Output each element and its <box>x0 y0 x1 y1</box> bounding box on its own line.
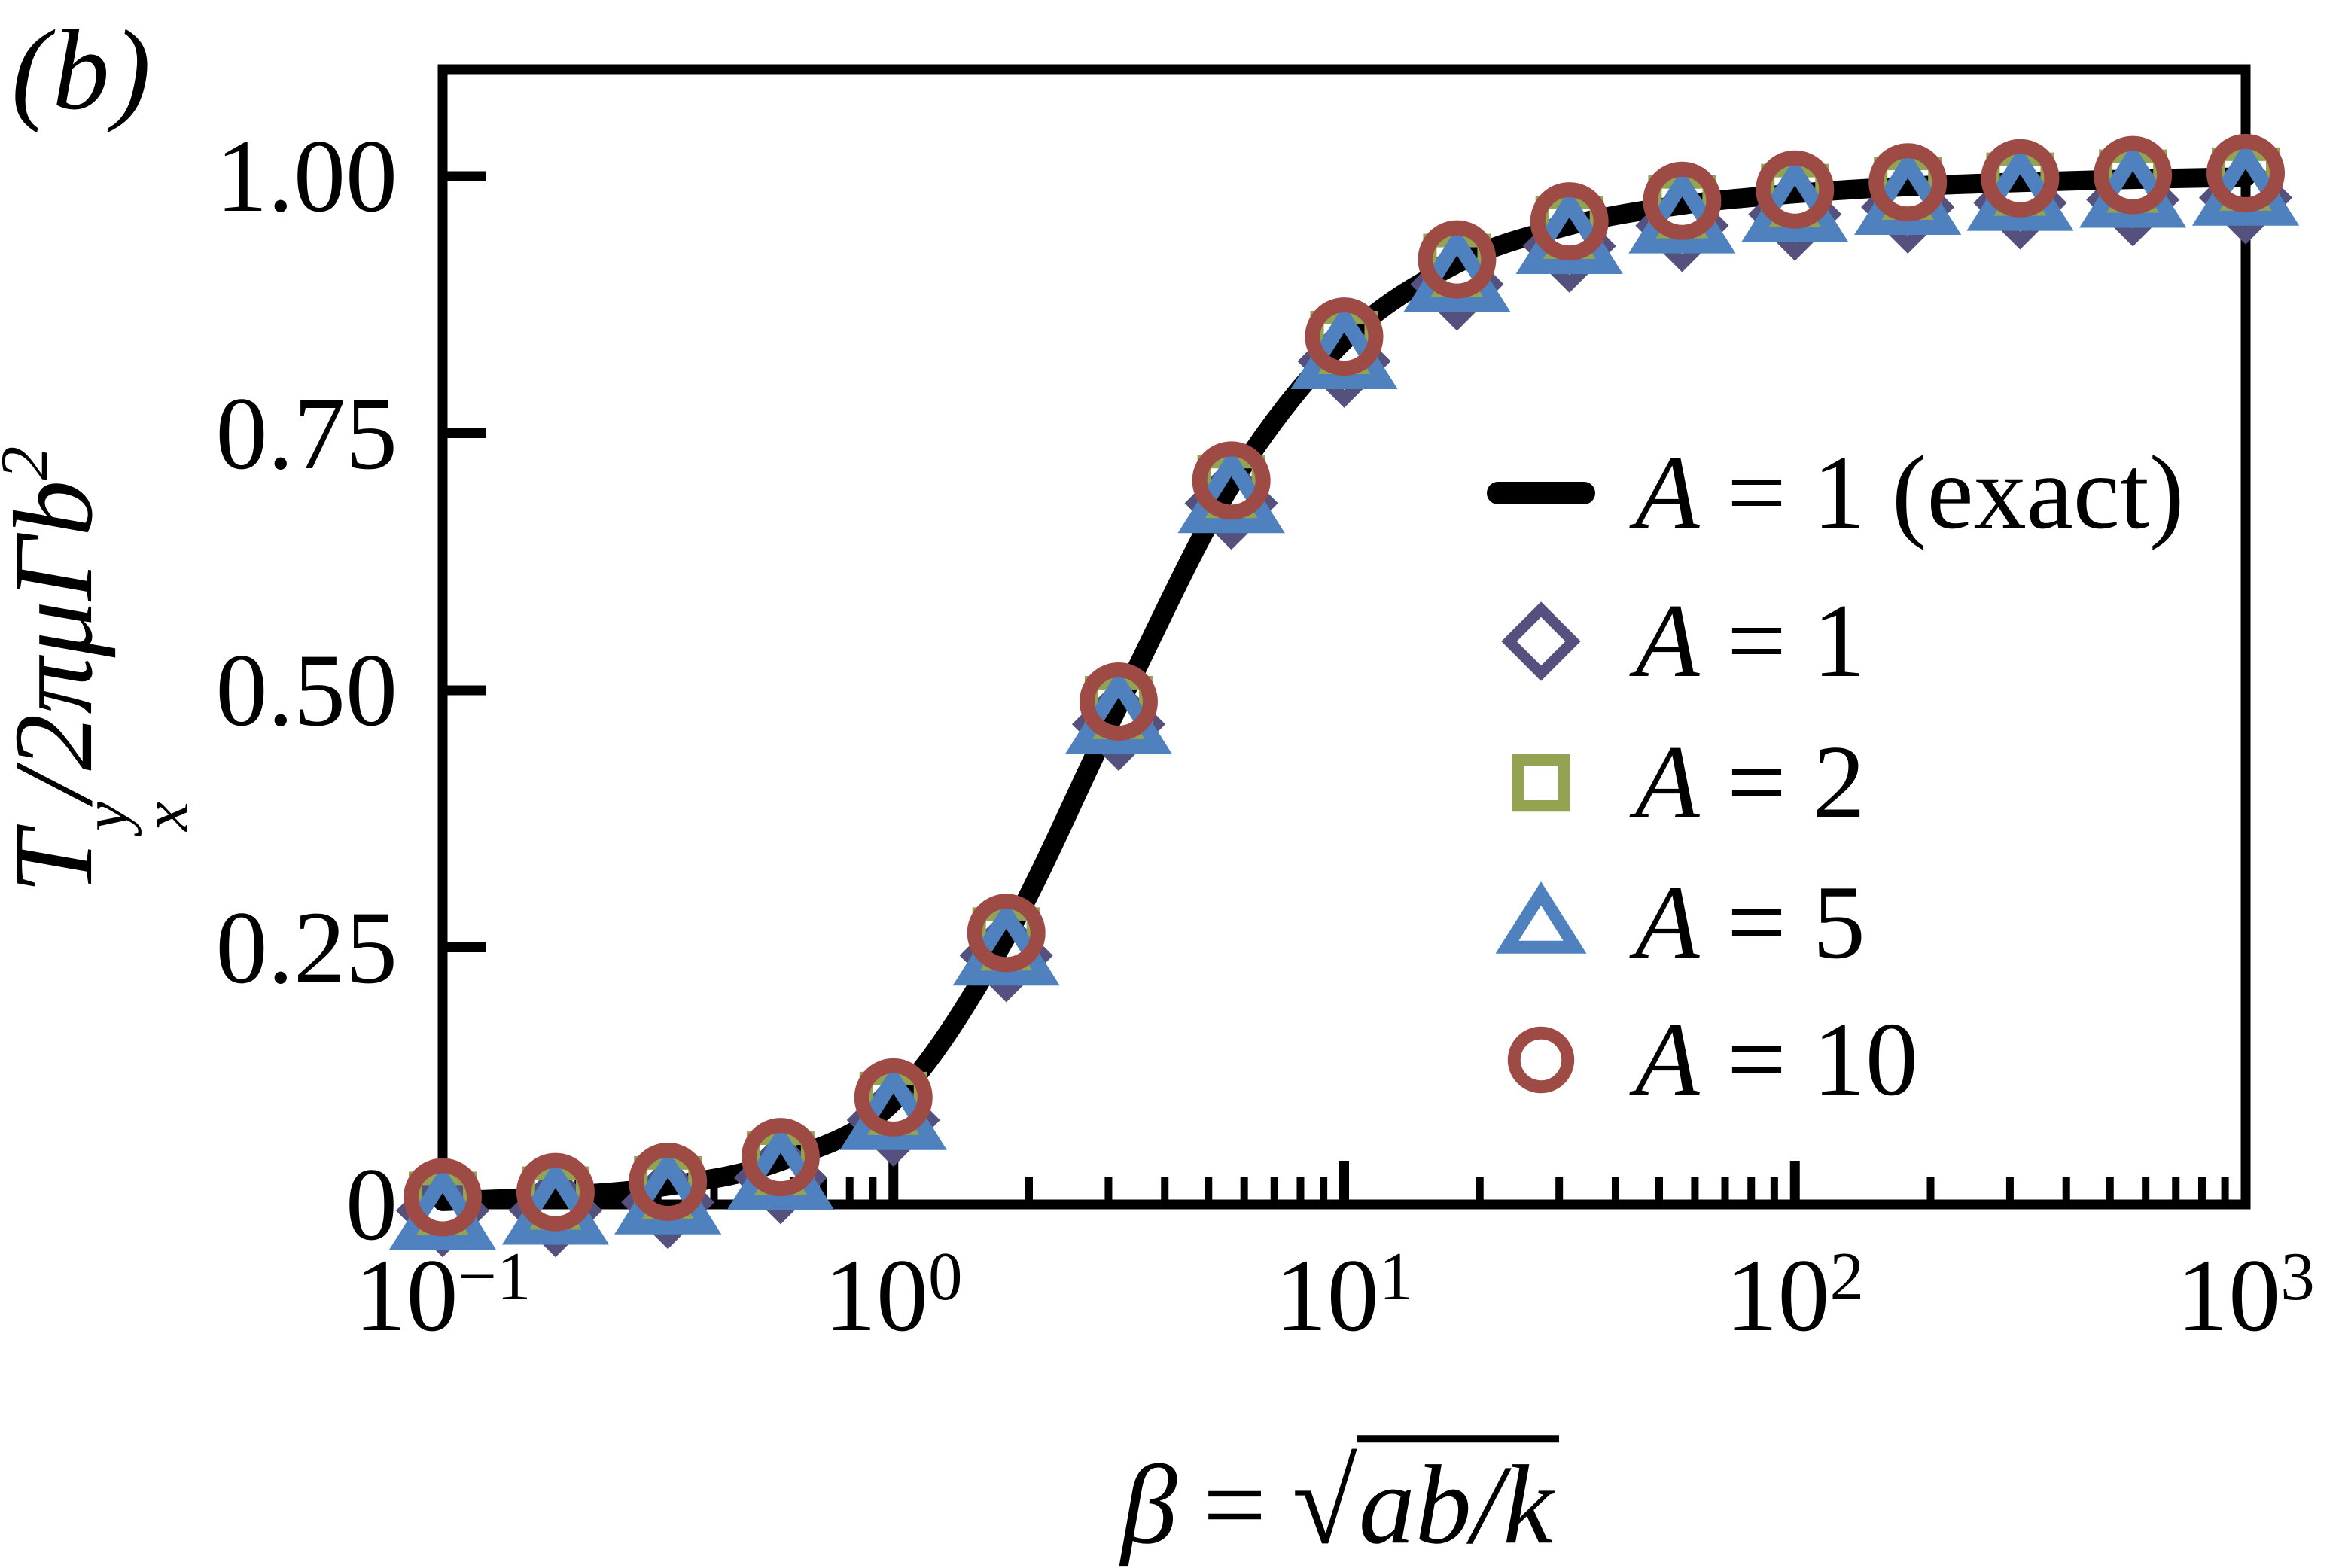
triangle-marker <box>2079 142 2187 228</box>
triangle-marker <box>614 1149 722 1235</box>
legend-var: A <box>1635 583 1700 699</box>
legend-value: = 2 <box>1726 724 1865 841</box>
beta-symbol: β <box>1120 1442 1177 1568</box>
triangle-marker <box>839 1065 947 1150</box>
x-tick-label: 102 <box>1725 1242 1864 1347</box>
triangle-marker <box>1403 227 1511 312</box>
triangle-marker <box>1628 168 1736 254</box>
circle-marker <box>2094 135 2173 215</box>
circle-marker <box>1643 161 1722 240</box>
triangle-marker <box>1495 881 1587 954</box>
circle-marker <box>629 1142 708 1221</box>
circle-marker <box>1079 662 1158 741</box>
legend-value: = 1 (exact) <box>1726 434 2185 551</box>
x-tick-exponent: 2 <box>1829 1238 1865 1315</box>
radicand: ab/k <box>1357 1435 1560 1568</box>
triangle-marker <box>1177 448 1285 534</box>
circle-marker <box>1868 143 1948 222</box>
triangle-marker <box>1854 150 1962 236</box>
y-tick-label: 1.00 <box>215 118 398 233</box>
exact-curve <box>433 167 2255 1211</box>
y-tick-label: 0.75 <box>215 375 398 491</box>
legend-label: A = 2 <box>1635 730 1865 836</box>
circle-marker <box>1418 220 1497 299</box>
circle-marker <box>1192 441 1271 520</box>
x-tick-base: 10 <box>1725 1238 1830 1353</box>
radical-sign: √ <box>1292 1438 1357 1568</box>
circle-marker <box>967 894 1046 973</box>
triangle-marker <box>1741 157 1849 242</box>
circle-marker <box>741 1118 820 1197</box>
circle-marker <box>516 1152 595 1232</box>
legend-var: A <box>1635 1001 1700 1118</box>
circle-marker <box>1305 297 1384 376</box>
triangle-marker <box>726 1125 835 1210</box>
triangle-marker <box>1966 145 2074 231</box>
plot-frame <box>437 64 2251 1210</box>
y-title-exponent: 2 <box>0 446 62 480</box>
triangle-marker <box>1515 189 1623 274</box>
circle-marker <box>1530 182 1609 261</box>
x-tick-base: 10 <box>824 1238 928 1353</box>
legend-value: = 10 <box>1726 1001 1918 1118</box>
y-title-symbol: T <box>0 830 117 894</box>
triangle-marker <box>501 1159 610 1245</box>
x-tick-label: 100 <box>824 1242 963 1347</box>
triangle-marker <box>952 900 1060 986</box>
legend-var: A <box>1635 864 1700 981</box>
x-tick-base: 10 <box>2176 1238 2281 1353</box>
legend-var: A <box>1635 434 1700 551</box>
x-tick-base: 10 <box>354 1238 458 1353</box>
circle-marker <box>1507 1026 1575 1094</box>
y-tick-label: 0 <box>346 1146 397 1262</box>
legend-label: A = 10 <box>1635 1007 1918 1113</box>
x-tick-exponent: 3 <box>2280 1238 2315 1315</box>
triangle-marker <box>388 1165 497 1250</box>
circle-marker <box>404 1158 482 1237</box>
circle-marker <box>1756 150 1835 229</box>
triangle-marker <box>1290 304 1398 389</box>
panel-label: (b) <box>11 7 154 133</box>
legend-label: A = 1 <box>1635 589 1865 694</box>
x-tick-label: 101 <box>1275 1242 1414 1347</box>
legend-value: = 1 <box>1726 583 1865 699</box>
circle-marker <box>1981 139 2060 218</box>
legend-label: A = 5 <box>1635 870 1865 976</box>
y-tick-label: 0.25 <box>215 889 398 1005</box>
square-marker <box>1512 754 1570 812</box>
y-tick-label: 0.50 <box>215 632 398 747</box>
equals-sign: = <box>1202 1442 1267 1568</box>
legend-value: = 5 <box>1726 864 1865 981</box>
legend-var: A <box>1635 724 1700 841</box>
x-tick-label: 103 <box>2176 1242 2315 1347</box>
legend-label: A = 1 (exact) <box>1635 440 2184 546</box>
diamond-marker <box>1501 601 1581 681</box>
circle-marker <box>2206 133 2285 212</box>
x-tick-exponent: 0 <box>927 1238 963 1315</box>
x-tick-base: 10 <box>1275 1238 1379 1353</box>
triangle-marker <box>1064 669 1173 754</box>
x-axis-title: β = √ab/k <box>1121 1435 1560 1568</box>
x-tick-exponent: −1 <box>458 1238 531 1315</box>
x-tick-exponent: 1 <box>1378 1238 1414 1315</box>
legend-line-swatch <box>1487 482 1595 504</box>
circle-marker <box>854 1058 933 1137</box>
x-tick-label: 10−1 <box>355 1242 531 1347</box>
triangle-marker <box>2191 141 2300 226</box>
